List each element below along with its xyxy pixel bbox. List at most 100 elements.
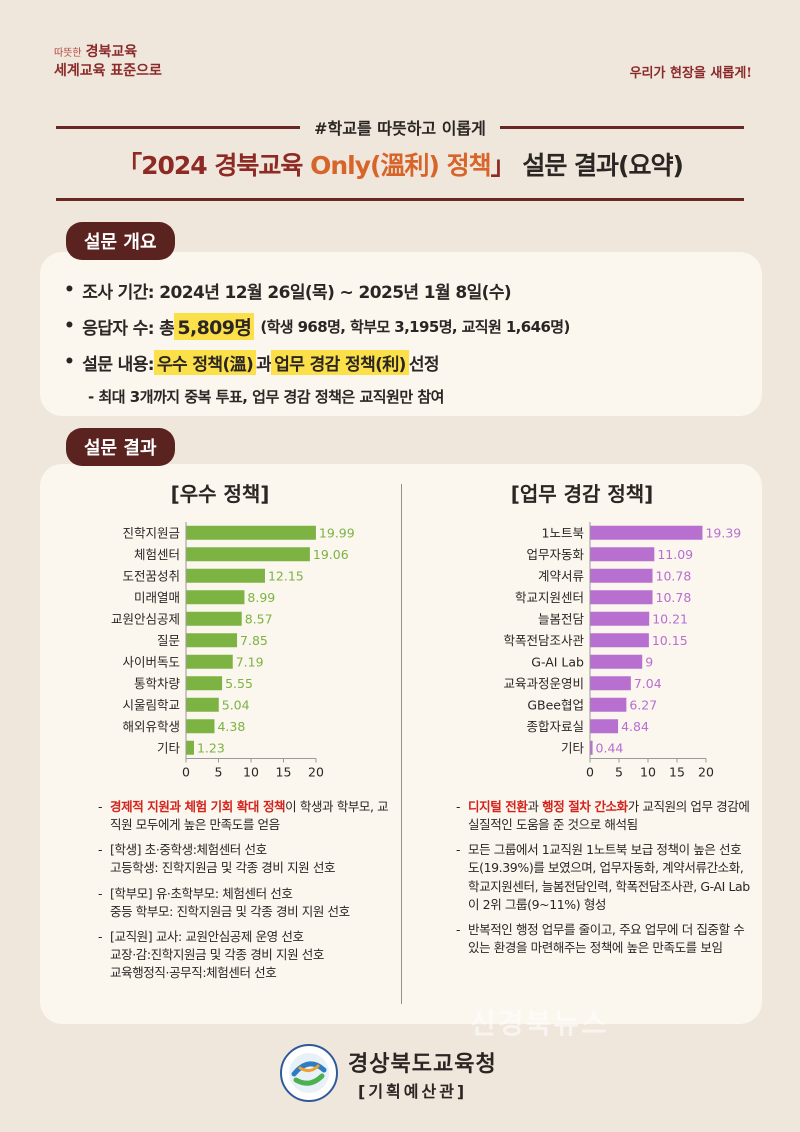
period-text: 조사 기간: 2024년 12월 26일(목) ~ 2025년 1월 8일(수) <box>82 282 512 303</box>
content-mid: 과 <box>256 354 272 375</box>
value-label: 10.21 <box>652 611 688 626</box>
x-tick-label: 0 <box>586 765 594 780</box>
bullet-icon: • <box>64 280 75 300</box>
value-label: 1.23 <box>197 740 225 755</box>
bar <box>590 719 619 734</box>
bar <box>186 525 316 540</box>
note-text: 모든 그룹에서 1교직원 1노트북 보급 정책이 높은 선호도(19.39%)를… <box>468 842 750 912</box>
value-label: 19.06 <box>313 547 349 562</box>
value-label: 7.19 <box>236 654 264 669</box>
chart-workload-policy: 1노트북 19.39 업무자동화 11.09 계약서류 10.78 학교지원센터 10.78 늘… <box>503 522 741 780</box>
notes-excellent: - 경제적 지원과 체험 기회 확대 정책이 학생과 학부모, 교직원 모두에게 … <box>98 798 398 989</box>
bar <box>590 525 703 540</box>
note-dash: - <box>456 799 461 814</box>
category-label: G-AI Lab <box>531 654 584 669</box>
category-label: 시울림학교 <box>122 697 180 712</box>
bar <box>186 676 223 691</box>
respondents-detail: (학생 968명, 학부모 3,195명, 교직원 1,646명) <box>260 317 570 336</box>
x-tick-label: 15 <box>276 765 292 780</box>
value-label: 19.99 <box>319 525 355 540</box>
bar <box>186 740 194 755</box>
slogan-warm: 따뜻한 <box>54 48 82 59</box>
slogan-line2: 세계교육 표준으로 <box>54 62 162 79</box>
note-dash: - <box>98 928 103 944</box>
category-label: 늘봄전담 <box>538 611 585 626</box>
note-item: - 경제적 지원과 체험 기회 확대 정책이 학생과 학부모, 교직원 모두에게 … <box>98 798 398 834</box>
value-label: 10.78 <box>656 568 692 583</box>
overview-respondents: • 응답자 수: 총 5,809명 (학생 968명, 학부모 3,195명, 교직… <box>64 308 738 344</box>
value-label: 12.15 <box>268 568 304 583</box>
category-label: 체험센터 <box>134 547 180 562</box>
value-label: 4.38 <box>217 719 245 734</box>
value-label: 10.78 <box>656 590 692 605</box>
value-label: 7.04 <box>634 676 662 691</box>
value-label: 4.84 <box>621 719 649 734</box>
bar <box>590 676 631 691</box>
value-label: 8.99 <box>247 590 275 605</box>
bar <box>590 654 643 669</box>
watermark: 신경북뉴스 <box>470 1007 609 1040</box>
category-label: 질문 <box>157 633 180 648</box>
bar <box>590 547 655 562</box>
note-text: 반복적인 행정 업무를 줄이고, 주요 업무에 더 집중할 수 있는 환경을 마… <box>468 921 745 955</box>
bar <box>590 740 593 755</box>
bar <box>590 697 627 712</box>
footer-dept: [기획예산관] <box>358 1082 468 1101</box>
category-label: 미래열매 <box>134 590 180 605</box>
title-close: 설문 결과(요약) <box>514 151 684 180</box>
overview-content: • 설문 내용: 우수 정책(溫) 과 업무 경감 정책(利) 선정 <box>64 344 738 380</box>
note-dash: - <box>98 842 103 858</box>
bar <box>186 654 233 669</box>
category-label: 사이버독도 <box>122 654 180 669</box>
note-dash: - <box>98 885 103 901</box>
value-label: 5.04 <box>222 697 250 712</box>
note-text: [학생] 초·중학생:체험센터 선호 고등학생: 진학지원금 및 각종 경비 지원… <box>110 842 336 876</box>
note-text: [학부모] 유·초학부모: 체험센터 선호 중등 학부모: 진학지원금 및 각종 … <box>110 885 350 919</box>
bar <box>186 547 310 562</box>
bullet-icon: • <box>64 316 75 336</box>
slogan-right: 우리가 현장을 새롭게! <box>629 66 752 81</box>
x-tick-label: 10 <box>243 765 259 780</box>
category-label: 종합자료실 <box>526 719 584 734</box>
category-label: 교원안심공제 <box>111 611 180 626</box>
overview-sub-note: - 최대 3개까지 중복 투표, 업무 경감 정책은 교직원만 참여 <box>88 387 444 406</box>
category-label: 기타 <box>561 740 585 755</box>
note-item: - 모든 그룹에서 1교직원 1노트북 보급 정책이 높은 선호도(19.39%)… <box>456 841 752 914</box>
section-label-overview: 설문 개요 <box>66 222 175 260</box>
category-label: 학폭전담조사관 <box>503 633 584 648</box>
title-rule <box>56 198 744 201</box>
respondents-total: 5,809명 <box>174 312 255 340</box>
note-item: - 디지털 전환과 행정 절차 간소화가 교직원의 업무 경감에 실질적인 도움을… <box>456 798 752 834</box>
bullet-icon: • <box>64 352 75 372</box>
title-open: 「2024 경북교육 <box>117 151 311 180</box>
category-label: 1노트북 <box>542 525 584 540</box>
page-title: 「2024 경북교육 Only(溫利) 정책」 설문 결과(요약) <box>56 146 744 182</box>
hashtag: #학교를 따뜻하고 이롭게 <box>314 119 486 138</box>
note-item: - [교직원] 교사: 교원안심공제 운영 선호 교장·감:진학지원금 및 각종 경… <box>98 928 398 982</box>
bar <box>186 590 245 605</box>
chart-title-excellent: [우수 정책] <box>170 482 270 506</box>
value-label: 8.57 <box>245 611 273 626</box>
value-label: 5.55 <box>225 676 253 691</box>
value-label: 19.39 <box>705 525 741 540</box>
slogan-line1: 경북교육 <box>85 44 138 60</box>
content-highlight-2: 업무 경감 정책(利) <box>271 349 409 375</box>
footer: 경상북도교육청 [기획예산관] <box>280 1040 540 1110</box>
bar <box>186 568 265 583</box>
note-dash: - <box>98 799 103 814</box>
x-tick-label: 0 <box>182 765 190 780</box>
rule-left <box>56 125 301 129</box>
category-label: 업무자동화 <box>526 547 584 562</box>
category-label: 교육과정운영비 <box>503 676 584 691</box>
category-label: 기타 <box>157 740 181 755</box>
content-suffix: 선정 <box>408 354 440 375</box>
bar <box>186 697 219 712</box>
content-highlight-1: 우수 정책(溫) <box>153 349 257 375</box>
x-tick-label: 10 <box>640 765 656 780</box>
bar <box>186 719 215 734</box>
x-tick-label: 5 <box>615 765 623 780</box>
content-prefix: 설문 내용: <box>82 354 154 375</box>
chart-title-workload: [업무 경감 정책] <box>510 482 654 506</box>
title-only: Only(溫利) 정책 <box>310 151 491 180</box>
bar <box>186 611 242 626</box>
